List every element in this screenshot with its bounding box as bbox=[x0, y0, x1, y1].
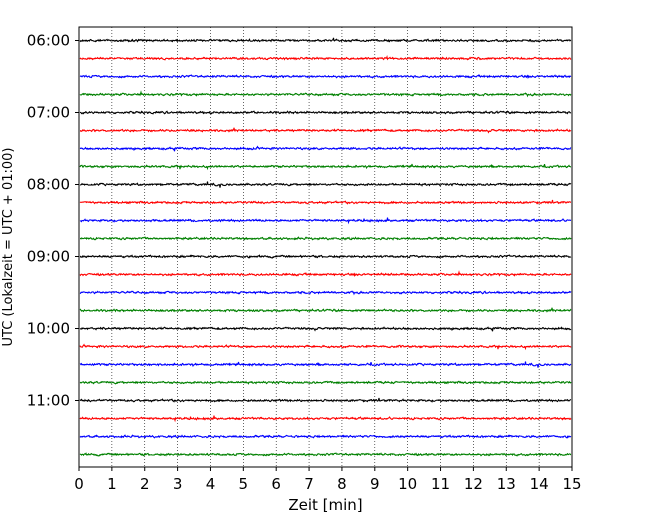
trace-line bbox=[79, 361, 572, 368]
y-axis-label: UTC (Lokalzeit = UTC + 01:00) bbox=[1, 148, 16, 347]
x-tick-label: 10 bbox=[398, 475, 417, 493]
trace-line bbox=[79, 452, 572, 457]
trace-line bbox=[79, 290, 572, 296]
x-axis-label: Zeit [min] bbox=[288, 496, 362, 514]
y-tick-label: 06:00 bbox=[27, 32, 70, 50]
trace-line bbox=[79, 343, 572, 351]
y-tick-label: 10:00 bbox=[27, 320, 70, 338]
y-tick-label: 08:00 bbox=[27, 176, 70, 194]
trace-line bbox=[79, 110, 572, 115]
x-tick-label: 1 bbox=[107, 475, 117, 493]
x-tick-label: 5 bbox=[239, 475, 249, 493]
traces bbox=[79, 37, 572, 457]
vertical-grid bbox=[111, 27, 540, 467]
y-tick-label: 09:00 bbox=[27, 248, 70, 266]
x-tick-label: 3 bbox=[173, 475, 183, 493]
x-tick-label: 14 bbox=[530, 475, 549, 493]
trace-line bbox=[79, 326, 572, 332]
x-tick-label: 4 bbox=[206, 475, 216, 493]
y-axis-ticks: 06:00 07:00 08:00 09:00 10:00 11:00 bbox=[27, 32, 79, 410]
trace-line bbox=[79, 270, 572, 278]
x-tick-label: 8 bbox=[337, 475, 347, 493]
trace-line bbox=[79, 145, 572, 152]
trace-line bbox=[79, 415, 572, 423]
x-axis-ticks: 0 1 2 3 4 5 6 7 8 9 10 11 12 13 14 15 bbox=[74, 467, 582, 493]
trace-line bbox=[79, 127, 572, 134]
trace-line bbox=[79, 199, 572, 205]
x-tick-label: 11 bbox=[431, 475, 450, 493]
x-tick-label: 15 bbox=[562, 475, 581, 493]
y-tick-label: 07:00 bbox=[27, 104, 70, 122]
trace-line bbox=[79, 181, 572, 188]
x-tick-label: 13 bbox=[497, 475, 516, 493]
x-tick-label: 9 bbox=[370, 475, 380, 493]
x-tick-label: 7 bbox=[304, 475, 314, 493]
x-tick-label: 6 bbox=[271, 475, 281, 493]
trace-line bbox=[79, 380, 572, 385]
trace-line bbox=[79, 54, 572, 61]
x-tick-label: 0 bbox=[74, 475, 84, 493]
trace-line bbox=[79, 397, 572, 403]
trace-line bbox=[79, 434, 572, 439]
x-tick-label: 12 bbox=[464, 475, 483, 493]
y-tick-label: 11:00 bbox=[27, 392, 70, 410]
x-tick-label: 2 bbox=[140, 475, 150, 493]
trace-line bbox=[79, 90, 572, 98]
trace-line bbox=[79, 217, 572, 225]
plot-frame bbox=[78, 26, 573, 468]
trace-line bbox=[79, 37, 572, 43]
trace-line bbox=[79, 74, 572, 80]
trace-line bbox=[79, 307, 572, 313]
trace-line bbox=[79, 254, 572, 259]
trace-line bbox=[79, 236, 572, 241]
trace-line bbox=[79, 163, 572, 171]
